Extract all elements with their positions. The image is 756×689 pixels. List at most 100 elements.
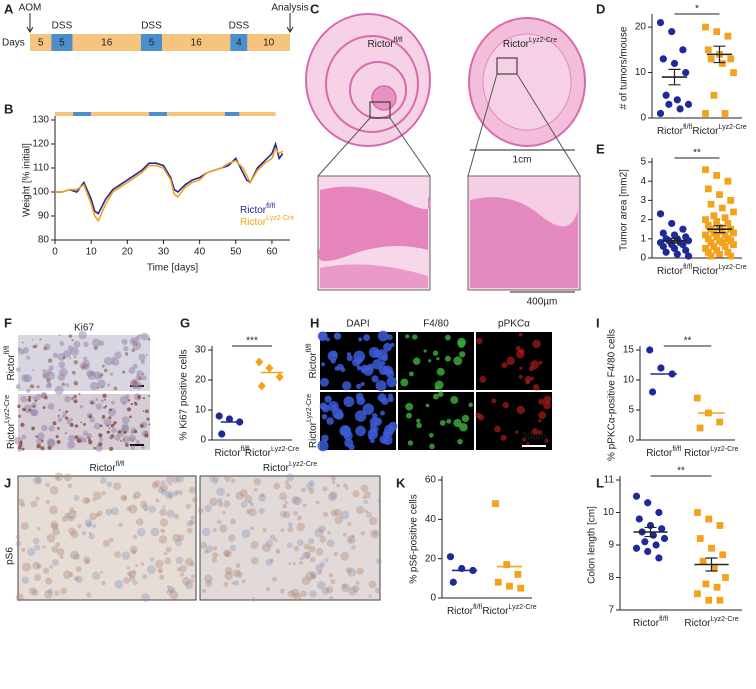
texture xyxy=(280,528,285,533)
data-point xyxy=(257,381,266,391)
texture xyxy=(114,434,121,441)
texture xyxy=(354,410,367,422)
texture xyxy=(31,589,39,596)
texture xyxy=(109,446,114,451)
texture xyxy=(310,574,317,580)
texture xyxy=(159,508,167,517)
texture xyxy=(343,396,355,408)
texture xyxy=(108,427,111,430)
texture xyxy=(356,383,362,390)
data-point xyxy=(668,28,676,36)
texture xyxy=(291,496,300,504)
texture xyxy=(19,440,23,445)
texture xyxy=(341,583,350,593)
texture xyxy=(265,558,273,566)
texture xyxy=(279,588,285,594)
texture xyxy=(434,385,440,390)
texture xyxy=(459,351,466,358)
texture xyxy=(15,540,22,547)
y-tick-label: 1 xyxy=(640,233,646,244)
texture xyxy=(122,495,128,501)
texture xyxy=(77,524,82,529)
segment-days: 5 xyxy=(149,38,155,49)
texture xyxy=(188,486,196,494)
texture xyxy=(310,571,318,579)
data-point xyxy=(721,110,729,117)
texture xyxy=(436,367,445,376)
texture xyxy=(105,508,113,516)
texture xyxy=(135,382,143,390)
data-point xyxy=(215,412,223,420)
texture xyxy=(339,425,351,437)
texture xyxy=(433,393,439,400)
texture xyxy=(287,526,294,533)
label-sup: Lyz2-Cre xyxy=(718,264,746,271)
texture xyxy=(412,357,421,366)
panel-label: L xyxy=(596,475,604,490)
texture xyxy=(346,352,352,357)
texture xyxy=(446,418,452,424)
texture xyxy=(381,354,389,362)
texture xyxy=(86,522,93,528)
texture xyxy=(201,588,207,594)
data-point xyxy=(721,231,729,239)
texture xyxy=(288,562,292,566)
texture xyxy=(362,495,366,500)
texture xyxy=(271,576,278,582)
texture xyxy=(100,477,107,484)
texture xyxy=(360,364,369,373)
texture xyxy=(330,509,338,517)
texture xyxy=(64,395,72,403)
texture xyxy=(110,507,119,516)
texture xyxy=(416,418,421,423)
panel-label: F xyxy=(4,315,12,330)
texture xyxy=(315,563,324,572)
texture xyxy=(101,364,105,368)
segment-label: DSS xyxy=(52,21,73,32)
texture xyxy=(110,434,115,438)
error-bar xyxy=(713,45,726,64)
texture xyxy=(360,530,366,536)
data-point xyxy=(718,204,726,212)
texture xyxy=(74,435,79,440)
texture xyxy=(20,422,25,428)
texture xyxy=(127,399,131,402)
texture xyxy=(140,562,145,566)
texture xyxy=(348,538,353,542)
texture xyxy=(153,480,161,488)
texture xyxy=(17,404,21,408)
y-tick-label: 10 xyxy=(195,405,207,416)
texture xyxy=(85,433,93,440)
texture xyxy=(184,557,194,567)
data-point xyxy=(721,243,729,250)
texture xyxy=(48,425,55,432)
ps6-image xyxy=(17,475,197,601)
texture xyxy=(110,437,113,440)
texture xyxy=(141,445,145,450)
y-axis-label: Weight [% initial] xyxy=(22,143,33,217)
texture xyxy=(450,395,459,404)
texture xyxy=(461,414,470,423)
data-point xyxy=(670,59,679,68)
texture xyxy=(66,419,71,425)
texture xyxy=(78,393,81,395)
texture xyxy=(21,547,26,553)
texture xyxy=(121,425,130,434)
y-axis-label: % pPKCα-positive F4/80 cells xyxy=(607,329,618,461)
data-point xyxy=(679,240,687,249)
texture xyxy=(61,414,66,419)
texture xyxy=(364,509,368,514)
texture xyxy=(144,433,149,438)
texture xyxy=(148,423,151,426)
y-tick-label: 0 xyxy=(200,435,206,446)
texture xyxy=(79,405,84,409)
segment-days: 5 xyxy=(38,38,44,49)
texture xyxy=(380,410,385,416)
texture xyxy=(74,382,79,386)
data-point xyxy=(644,547,652,556)
texture xyxy=(47,439,56,448)
texture xyxy=(42,369,47,374)
texture xyxy=(224,566,233,575)
texture xyxy=(126,566,130,570)
error-bar xyxy=(668,237,681,244)
